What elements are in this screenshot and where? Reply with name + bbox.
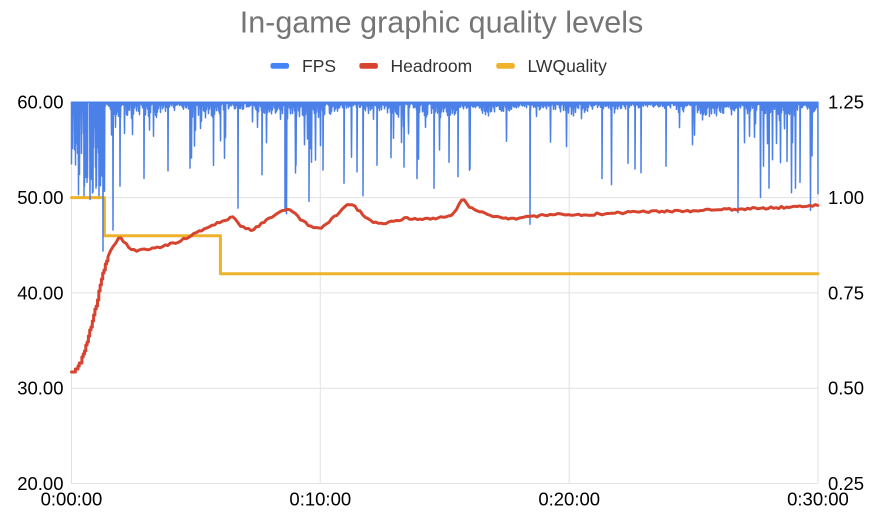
svg-text:LWQuality: LWQuality xyxy=(528,56,608,76)
svg-text:1.25: 1.25 xyxy=(828,92,864,113)
svg-text:In-game graphic quality levels: In-game graphic quality levels xyxy=(240,6,644,40)
svg-text:40.00: 40.00 xyxy=(17,282,63,303)
svg-text:60.00: 60.00 xyxy=(17,92,63,113)
svg-text:0.75: 0.75 xyxy=(828,282,864,303)
svg-text:1.00: 1.00 xyxy=(828,187,864,208)
svg-text:50.00: 50.00 xyxy=(17,187,63,208)
svg-text:0.25: 0.25 xyxy=(828,473,864,494)
svg-text:FPS: FPS xyxy=(302,56,336,76)
svg-text:0.50: 0.50 xyxy=(828,378,864,399)
svg-text:0:20:00: 0:20:00 xyxy=(538,489,600,510)
svg-text:0:10:00: 0:10:00 xyxy=(289,489,351,510)
svg-text:20.00: 20.00 xyxy=(17,473,63,494)
svg-text:0:30:00: 0:30:00 xyxy=(787,489,849,510)
svg-text:0:00:00: 0:00:00 xyxy=(41,489,103,510)
svg-text:30.00: 30.00 xyxy=(17,378,63,399)
svg-text:Headroom: Headroom xyxy=(391,56,473,76)
